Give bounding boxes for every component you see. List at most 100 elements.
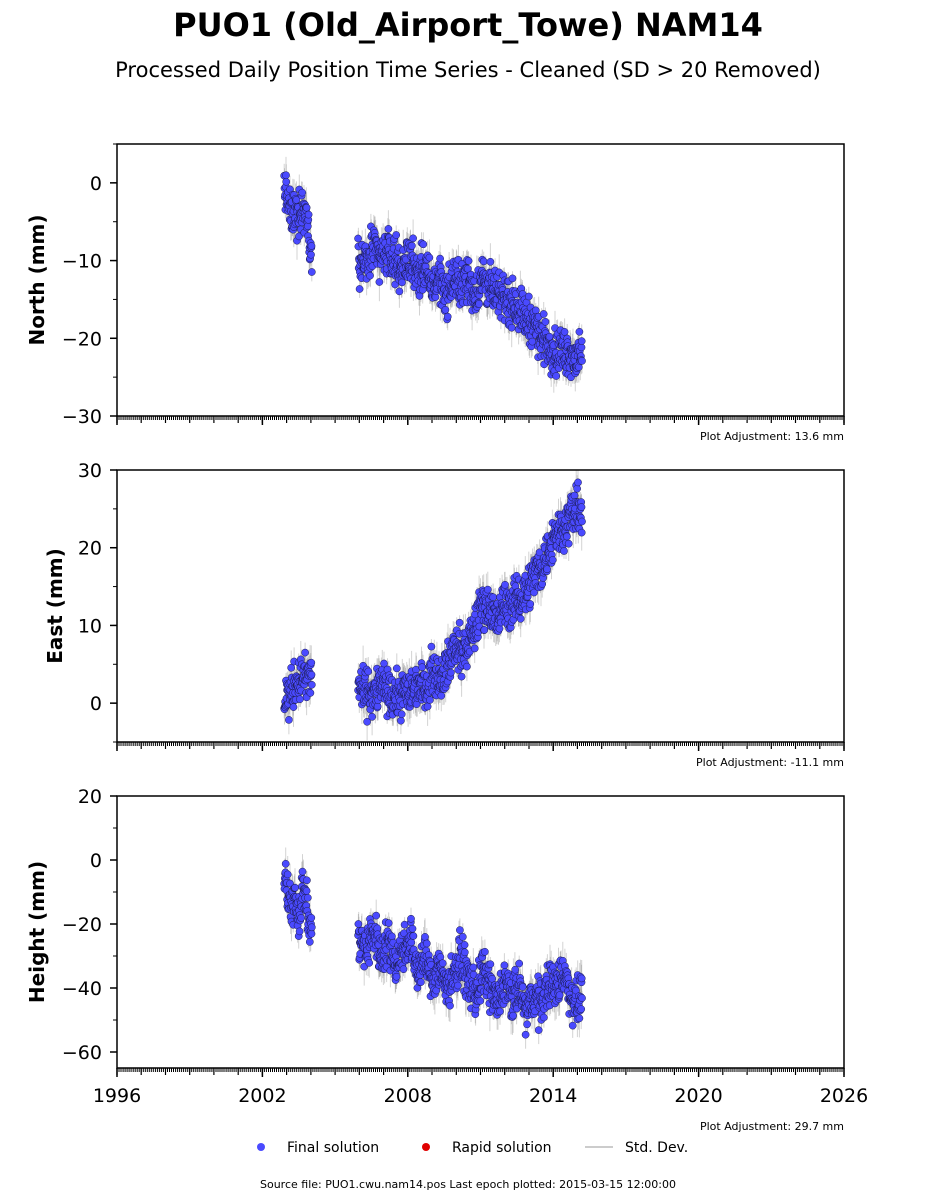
final-solution-point [486,257,495,266]
final-solution-point [307,268,316,276]
final-solution-point [552,372,561,380]
final-solution-point [364,667,373,676]
final-solution-point [570,491,579,500]
y-tick-label: −30 [62,406,102,428]
final-solution-point [283,870,292,879]
final-solution-point [306,689,315,697]
final-solution-point [443,312,452,321]
final-solution-point [291,883,299,892]
final-solution-point [436,254,444,263]
y-tick-label: 0 [90,173,102,195]
final-solution-points [280,171,586,382]
chart-title: PUO1 (Old_Airport_Towe) NAM14 [173,6,763,44]
final-solution-point [480,626,489,634]
panel-1: 0 −10 −20 −30 North (mm) Plot Adjustment: 13.… [25,143,845,443]
final-solution-point [366,271,374,280]
final-solution-point [372,911,381,920]
final-solution-point [437,691,446,700]
final-solution-point [418,663,426,672]
data-layer [280,847,586,1049]
final-solution-point [423,702,432,711]
final-solution-point [298,867,307,876]
final-solution-point [363,717,371,726]
final-solution-point [281,859,290,868]
final-solution-point [464,257,473,265]
final-solution-point [516,614,525,623]
final-solution-point [526,600,535,608]
final-solution-point [573,484,581,493]
final-solution-point [578,517,586,526]
final-solution-point [508,274,517,283]
final-solution-point [392,972,401,981]
final-solution-point [575,327,584,336]
final-solution-point [384,225,393,233]
final-solution-point [545,332,554,341]
std-dev-bars [283,847,583,1049]
final-solution-point [476,996,485,1005]
final-solution-point [365,959,374,967]
final-solution-point [354,234,362,243]
final-solution-point [392,664,401,673]
data-layer [280,470,586,741]
final-solution-point [375,278,384,286]
final-solution-point [297,914,305,922]
final-solution-point [578,357,586,365]
plot-panels: 0 −10 −20 −30 North (mm) Plot Adjustment: 13.… [25,143,868,1133]
final-solution-point [422,939,431,948]
y-tick-label: 0 [90,693,102,715]
final-solution-point [454,981,462,990]
final-solution-point [409,932,418,940]
final-solution-point [463,264,472,273]
final-solution-point [398,278,406,287]
final-solution-point [501,580,509,589]
final-solution-point [425,253,434,262]
plot-adjustment-note: Plot Adjustment: 13.6 mm [700,430,844,443]
final-solution-point [399,965,408,974]
final-solution-point [407,914,415,923]
final-solution-point [560,328,569,336]
chart-subtitle: Processed Daily Position Time Series - C… [115,58,821,82]
final-solution-point [479,257,488,266]
final-solution-point [427,642,436,651]
final-solution-point [307,250,315,259]
final-solution-point [355,285,364,293]
final-solution-point [407,938,416,947]
final-solution-point [305,938,314,946]
final-solution-point [455,618,464,627]
final-solution-points [280,478,586,726]
final-solution-point [408,924,417,933]
final-solution-point [384,919,393,927]
final-solution-point [486,960,495,969]
final-solution-point [447,668,455,677]
final-solution-point [460,941,469,949]
final-solution-point [574,478,582,487]
final-solution-point [496,1007,504,1016]
final-solution-point [417,978,425,986]
y-tick-label: 20 [78,538,102,560]
final-solution-point [524,292,533,301]
final-solution-point [441,305,450,314]
y-tick-label: 30 [78,460,102,482]
final-solution-point [438,959,447,968]
final-solution-point [409,234,417,243]
final-solution-point [577,337,586,345]
final-solution-point [296,695,304,704]
final-solution-point [564,539,573,548]
final-solution-point [304,210,313,219]
final-solution-point [392,231,401,239]
final-solution-point [541,317,550,326]
panel-2: 0 10 20 30 East (mm) Plot Adjustment: -11.1 m… [43,460,845,769]
final-solution-point [307,242,316,250]
final-solution-point [426,696,434,704]
final-solution-point [457,672,466,681]
final-solution-point [456,926,464,934]
final-solution-point [287,663,296,672]
final-solution-point [460,948,469,957]
final-solution-point [408,241,416,250]
final-solution-point [368,712,376,721]
data-layer [280,156,586,393]
final-solution-point [303,222,312,231]
final-solution-point [285,716,293,724]
